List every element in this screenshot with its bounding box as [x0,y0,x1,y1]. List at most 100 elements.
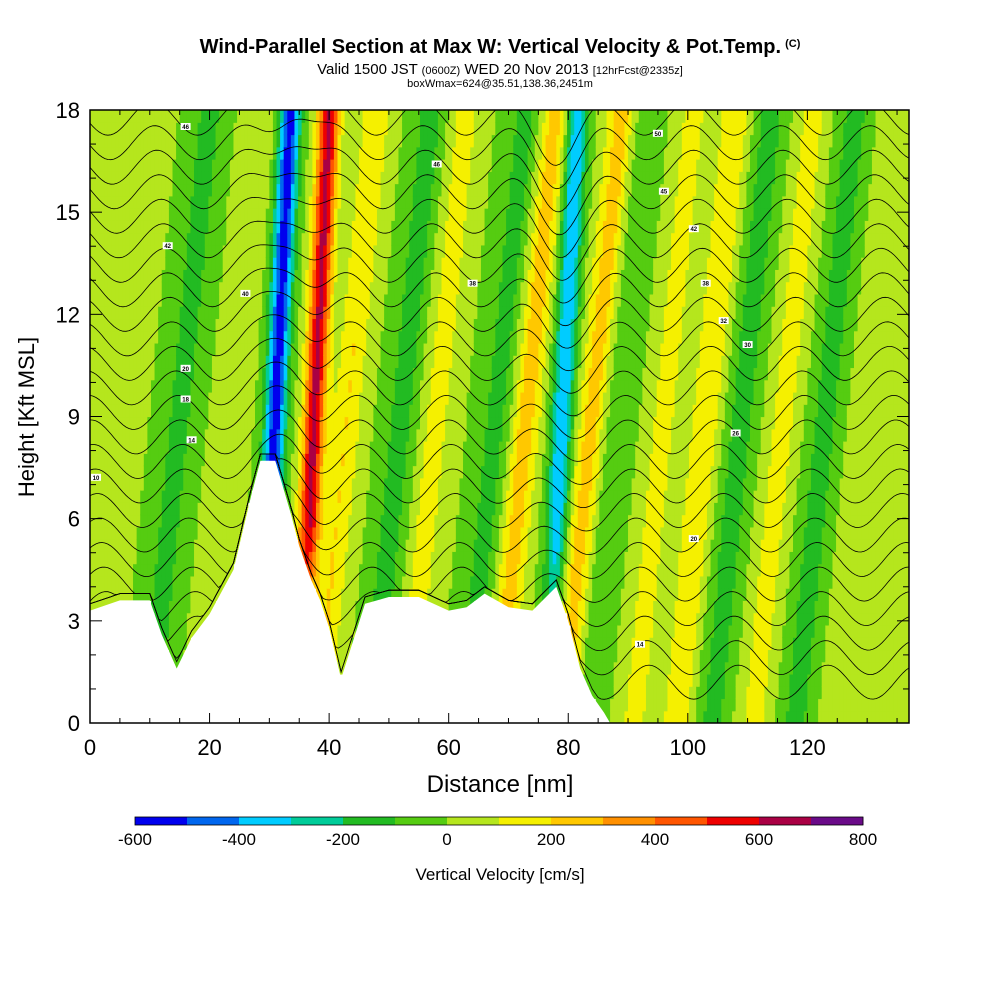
velocity-cell [143,502,148,516]
velocity-cell [287,330,292,344]
velocity-cell [513,342,518,356]
velocity-cell [194,306,199,320]
velocity-cell [90,502,95,516]
velocity-cell [118,281,123,295]
velocity-cell [233,110,238,123]
velocity-cell [491,453,496,467]
velocity-cell [480,293,486,307]
velocity-cell [172,404,177,418]
velocity-cell [308,220,313,234]
velocity-cell [405,110,410,111]
velocity-cell [509,588,514,601]
velocity-cell [470,159,475,172]
velocity-cell [136,171,141,185]
velocity-cell [194,330,199,344]
velocity-cell [294,428,299,442]
velocity-cell [445,306,450,320]
velocity-cell [265,232,270,246]
velocity-cell [298,453,303,467]
velocity-cell [208,171,213,185]
velocity-cell [373,539,378,552]
velocity-cell [495,134,500,148]
velocity-cell [283,159,288,172]
velocity-cell [416,428,421,442]
velocity-cell [398,122,403,136]
velocity-cell [373,490,378,503]
velocity-cell [258,146,263,160]
velocity-cell [104,134,109,148]
velocity-cell [491,416,496,430]
velocity-cell [111,563,116,577]
velocity-cell [326,588,331,601]
velocity-cell [441,453,446,467]
velocity-cell [211,588,217,601]
velocity-cell [244,183,249,197]
velocity-cell [219,477,224,491]
velocity-cell [133,588,138,601]
velocity-cell [448,551,453,565]
velocity-cell [491,502,496,516]
velocity-cell [484,171,489,185]
velocity-cell [441,257,446,270]
velocity-cell [136,269,141,283]
velocity-cell [140,293,145,307]
velocity-cell [97,391,102,405]
velocity-cell [179,649,184,663]
velocity-cell [491,428,496,442]
velocity-cell [452,159,457,172]
velocity-cell [337,146,342,160]
velocity-cell [219,490,224,503]
velocity-cell [326,281,331,295]
velocity-cell [104,232,109,246]
velocity-cell [244,293,249,307]
velocity-cell [176,600,181,614]
velocity-cell [373,465,378,479]
velocity-cell [351,122,357,136]
velocity-cell [502,220,507,234]
velocity-cell [115,539,120,552]
velocity-cell [516,293,522,307]
velocity-cell [197,441,202,454]
velocity-cell [194,367,199,381]
velocity-cell [405,416,410,430]
velocity-cell [190,526,195,540]
velocity-cell [237,526,242,540]
velocity-cell [104,342,109,356]
velocity-cell [366,330,371,344]
velocity-cell [298,490,303,503]
velocity-cell [194,244,199,258]
velocity-cell [315,416,321,430]
velocity-cell [211,281,217,295]
velocity-cell [463,293,468,307]
velocity-cell [312,281,317,295]
velocity-cell [373,441,378,454]
velocity-cell [513,490,518,503]
velocity-cell [129,416,134,430]
velocity-cell [208,477,213,491]
velocity-cell [93,134,98,148]
velocity-cell [344,208,349,221]
velocity-cell [491,404,496,418]
velocity-cell [122,183,127,197]
velocity-cell [330,539,335,552]
velocity-cell [100,269,105,283]
velocity-cell [118,539,123,552]
velocity-cell [333,195,339,209]
velocity-cell [391,208,396,221]
velocity-cell [283,110,288,123]
velocity-cell [154,146,159,160]
velocity-cell [251,232,256,246]
velocity-cell [280,428,285,442]
velocity-cell [308,122,313,136]
velocity-cell [194,318,199,332]
velocity-cell [301,293,306,307]
velocity-cell [161,428,166,442]
velocity-cell [498,281,504,295]
velocity-cell [158,551,163,565]
velocity-cell [455,330,461,344]
velocity-cell [312,220,317,234]
velocity-cell [179,293,184,307]
velocity-cell [258,355,263,369]
velocity-cell [308,416,313,430]
velocity-cell [341,441,346,454]
